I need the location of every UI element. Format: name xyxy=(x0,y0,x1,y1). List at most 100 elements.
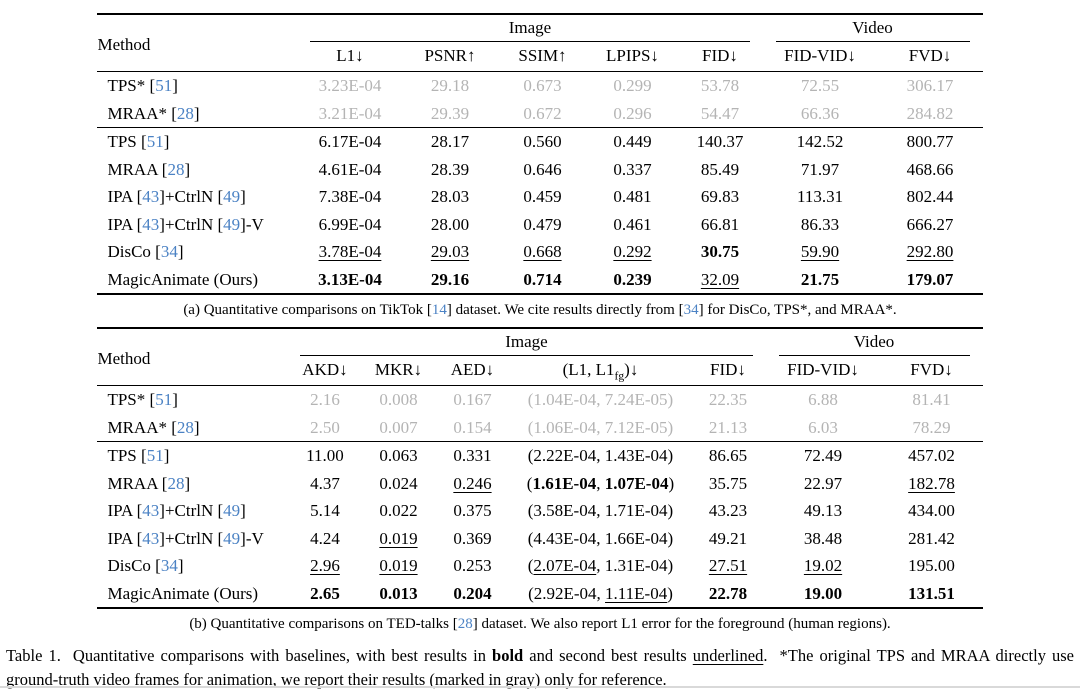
metric-value: 140.37 xyxy=(696,132,744,151)
value-cell: (3.58E-04, 1.71E-04) xyxy=(510,497,690,525)
method-cell: DisCo [34] xyxy=(97,552,287,580)
metric-value: 27.51 xyxy=(708,556,748,575)
metric-value: 66.36 xyxy=(800,103,840,123)
column-header: FID↓ xyxy=(690,355,766,386)
value-cell: 22.35 xyxy=(690,386,765,414)
citation-link[interactable]: 43 xyxy=(142,528,160,548)
citation-link[interactable]: 49 xyxy=(223,214,241,234)
metric-value: 6.99E-04 xyxy=(318,214,382,234)
method-name: ] xyxy=(163,132,170,151)
method-name: IPA [ xyxy=(107,501,143,520)
value-cell: 0.024 xyxy=(362,470,434,498)
metric-value: 35.75 xyxy=(708,473,748,493)
metric-value: 19.02 xyxy=(803,556,843,575)
metric-value: 457.02 xyxy=(908,446,955,465)
value-cell: 284.82 xyxy=(878,100,983,128)
citation-link[interactable]: 28 xyxy=(167,473,185,493)
citation-link[interactable]: 14 xyxy=(431,302,447,318)
metric-value: 72.49 xyxy=(803,446,843,465)
table-b-caption: (b) Quantitative comparisons on TED-talk… xyxy=(0,616,1080,633)
citation-link[interactable]: 28 xyxy=(176,417,194,437)
metric-value: 0.672 xyxy=(523,103,562,123)
citation-link[interactable]: 49 xyxy=(223,187,241,206)
value-cell: 32.09 xyxy=(677,266,762,295)
metric-value: 0.673 xyxy=(523,76,562,95)
group-header-label: Image xyxy=(508,18,552,37)
metric-value: 0.337 xyxy=(613,159,652,179)
method-cell: MRAA* [28] xyxy=(97,100,297,128)
metric-value: (1.06E-04, 7.12E-05) xyxy=(527,417,674,437)
citation-link[interactable]: 51 xyxy=(146,132,164,151)
metric-value: 21.13 xyxy=(708,417,748,437)
citation-link[interactable]: 51 xyxy=(155,390,173,409)
metric-value: 86.33 xyxy=(800,214,840,234)
value-cell: 140.37 xyxy=(677,128,762,156)
citation-link[interactable]: 28 xyxy=(457,616,473,632)
column-header-label: LPIPS↓ xyxy=(606,45,659,65)
metric-value: 43.23 xyxy=(708,501,748,520)
metric-value: 0.019 xyxy=(379,528,418,548)
metric-value: 0.019 xyxy=(379,556,418,575)
column-header-label: MKR↓ xyxy=(374,359,423,379)
method-cell: MagicAnimate (Ours) xyxy=(97,580,287,609)
value-cell: 85.49 xyxy=(677,156,762,184)
metric-value: 0.204 xyxy=(453,583,492,603)
value-cell: (1.06E-04, 7.12E-05) xyxy=(510,414,690,442)
method-name: TPS [ xyxy=(107,132,147,151)
method-name: DisCo [ xyxy=(107,556,161,575)
group-header: Video xyxy=(766,328,983,356)
method-cell: TPS* [51] xyxy=(97,72,297,100)
citation-link[interactable]: 28 xyxy=(176,103,194,123)
column-header: AED↓ xyxy=(434,355,511,386)
citation-link[interactable]: 49 xyxy=(223,501,241,520)
column-header-label: L1↓ xyxy=(336,45,364,65)
citation-link[interactable]: 28 xyxy=(167,159,185,179)
citation-link[interactable]: 43 xyxy=(142,214,160,234)
value-cell: 86.33 xyxy=(763,211,878,239)
method-column-header: Method xyxy=(97,328,288,386)
caption-text: . *The original TPS and MRAA directly us… xyxy=(6,646,1074,689)
value-cell: 0.019 xyxy=(362,552,434,580)
method-name: MRAA* [ xyxy=(107,103,177,123)
column-header-label: )↓ xyxy=(624,359,639,379)
value-cell: 21.13 xyxy=(690,414,765,442)
value-cell: 0.013 xyxy=(362,580,434,609)
citation-link[interactable]: 51 xyxy=(146,446,164,465)
table-row: DisCo [34] 3.78E-04 29.03 0.668 0.292 30.75 59… xyxy=(97,238,982,266)
value-cell: (2.92E-04, 1.11E-04) xyxy=(510,580,690,609)
method-name: ]+CtrlN [ xyxy=(159,528,224,548)
metric-value: (1.04E-04, 7.24E-05) xyxy=(527,390,674,409)
column-header-label: SSIM↑ xyxy=(518,45,567,65)
value-cell: 434.00 xyxy=(881,497,983,525)
value-cell: 0.481 xyxy=(587,183,677,211)
citation-link[interactable]: 49 xyxy=(223,528,241,548)
value-cell: 0.461 xyxy=(587,211,677,239)
value-cell: (2.07E-04, 1.31E-04) xyxy=(510,552,690,580)
metric-value: 7.38E-04 xyxy=(318,187,382,206)
metric-value: 22.78 xyxy=(708,583,748,603)
metric-value: 2.07E-04 xyxy=(533,556,597,575)
citation-link[interactable]: 34 xyxy=(160,242,178,261)
column-header-label: FID-VID↓ xyxy=(787,359,859,379)
citation-link[interactable]: 43 xyxy=(142,501,160,520)
group-header: Video xyxy=(763,14,983,42)
group-header-label: Video xyxy=(853,332,895,351)
value-cell: 81.41 xyxy=(881,386,983,414)
value-cell: 457.02 xyxy=(881,442,983,470)
metric-value: 0.154 xyxy=(453,417,492,437)
value-cell: 72.49 xyxy=(766,442,881,470)
citation-link[interactable]: 34 xyxy=(160,556,178,575)
citation-link[interactable]: 43 xyxy=(142,187,160,206)
value-cell: 0.299 xyxy=(587,72,677,100)
metric-value: 0.246 xyxy=(453,473,492,493)
citation-link[interactable]: 34 xyxy=(683,302,699,318)
citation-link[interactable]: 51 xyxy=(155,76,173,95)
column-header: FID-VID↓ xyxy=(762,41,878,72)
metric-value: 22.35 xyxy=(708,390,748,409)
value-cell: 800.77 xyxy=(878,128,983,156)
group-header-row: Method Image Video xyxy=(97,14,983,72)
metric-value: 0.479 xyxy=(523,214,562,234)
metric-value: , 1.31E-04) xyxy=(596,556,674,575)
value-cell: 468.66 xyxy=(878,156,983,184)
value-cell: 0.246 xyxy=(434,470,510,498)
